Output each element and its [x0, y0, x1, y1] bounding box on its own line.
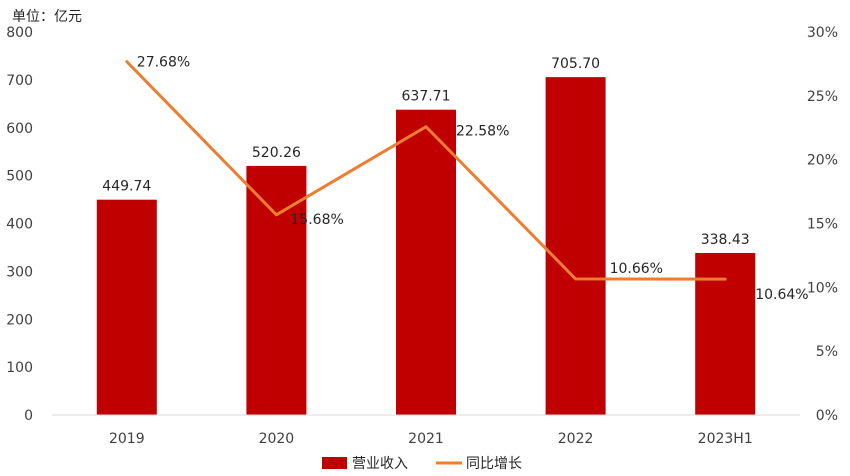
revenue-bar: [396, 109, 456, 415]
x-tick-label: 2021: [408, 431, 444, 447]
revenue-data-label: 449.74: [102, 179, 151, 195]
left-tick-label: 300: [6, 264, 33, 280]
left-tick-label: 200: [6, 312, 33, 328]
x-tick-label: 2022: [558, 431, 594, 447]
unit-label: 单位：亿元: [12, 9, 82, 25]
growth-data-label: 15.68%: [290, 212, 343, 228]
legend-bar-label: 营业收入: [352, 456, 408, 472]
x-tick-label: 2019: [109, 431, 145, 447]
revenue-bars: 449.74 520.26 637.71 705.70 338.43: [96, 56, 756, 416]
revenue-bar: [695, 252, 756, 415]
right-tick-label: 10%: [807, 280, 838, 296]
right-tick-label: 25%: [807, 89, 838, 105]
x-tick-label: 2023H1: [698, 431, 753, 447]
right-tick-label: 20%: [807, 153, 838, 169]
legend-line-label: 同比增长: [466, 456, 522, 472]
growth-line: [125, 60, 727, 281]
left-tick-label: 500: [6, 169, 33, 185]
revenue-bar: [545, 77, 606, 416]
growth-data-label: 22.58%: [456, 124, 509, 140]
left-axis: 0 100 200 300 400 500 600 700 800: [6, 25, 33, 424]
right-tick-label: 30%: [807, 25, 838, 41]
left-tick-label: 700: [6, 73, 33, 89]
revenue-data-label: 705.70: [551, 56, 600, 72]
revenue-bar: [246, 165, 307, 415]
revenue-bar: [96, 199, 157, 415]
revenue-data-label: 338.43: [701, 232, 750, 248]
revenue-data-label: 637.71: [402, 89, 451, 105]
growth-data-label: 27.68%: [137, 55, 190, 71]
left-tick-label: 0: [24, 408, 33, 424]
legend-bar-swatch: [322, 457, 347, 469]
revenue-data-label: 520.26: [252, 145, 301, 161]
left-tick-label: 800: [6, 25, 33, 41]
right-tick-label: 5%: [816, 344, 838, 360]
right-axis: 0% 5% 10% 15% 20% 25% 30%: [807, 25, 838, 424]
growth-data-label: 10.64%: [755, 287, 808, 303]
growth-data-label: 10.66%: [610, 261, 663, 277]
growth-line-group: 27.68% 15.68% 22.58% 10.66% 10.64%: [125, 55, 809, 303]
right-tick-label: 0%: [816, 408, 838, 424]
right-tick-label: 15%: [807, 217, 838, 233]
left-tick-label: 100: [6, 360, 33, 376]
x-axis: 2019 2020 2021 2022 2023H1: [52, 414, 800, 447]
legend: 营业收入 同比增长: [322, 456, 522, 472]
x-tick-label: 2020: [259, 431, 295, 447]
left-tick-label: 400: [6, 217, 33, 233]
left-tick-label: 600: [6, 121, 33, 137]
